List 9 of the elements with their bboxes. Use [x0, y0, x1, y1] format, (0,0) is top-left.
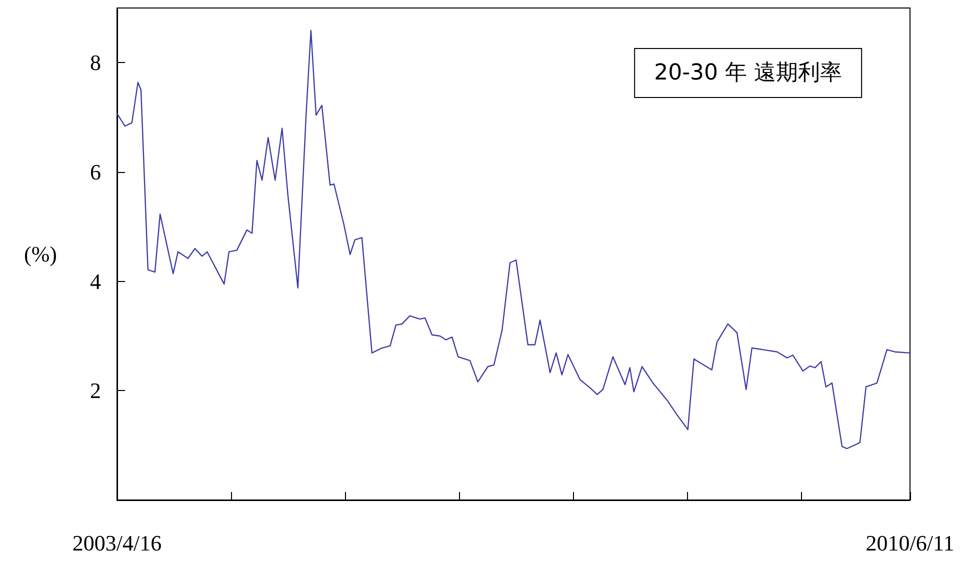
x-tick-label: 2010/6/11: [866, 530, 954, 556]
text: 20-30 年 遠期利率: [654, 60, 842, 86]
y-tick-label: 4: [90, 268, 101, 294]
y-tick-label: 2: [90, 378, 101, 404]
line-series: [116, 30, 911, 450]
y-axis-title: (%): [24, 242, 57, 266]
y-tick-label: 8: [90, 50, 101, 76]
x-tick-label: 2003/4/16: [72, 530, 162, 556]
y-tick-label: 6: [90, 160, 101, 184]
